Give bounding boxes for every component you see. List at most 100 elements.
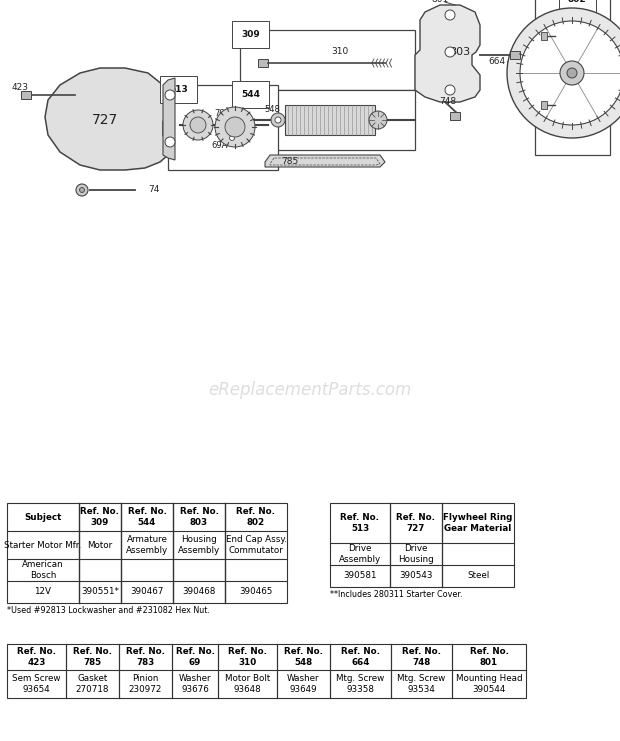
Text: 803: 803 <box>450 47 471 57</box>
Text: End Cap Assy.
Commutator: End Cap Assy. Commutator <box>226 535 286 555</box>
Text: 802: 802 <box>568 0 587 4</box>
Circle shape <box>190 117 206 133</box>
Text: Housing
Assembly: Housing Assembly <box>178 535 220 555</box>
Text: eReplacementParts.com: eReplacementParts.com <box>208 381 412 399</box>
Text: 423: 423 <box>12 84 29 93</box>
Circle shape <box>445 85 455 95</box>
Text: Ref. No.
513: Ref. No. 513 <box>340 514 379 533</box>
Circle shape <box>445 47 455 57</box>
Text: 801: 801 <box>432 0 449 4</box>
Text: Sem Screw
93654: Sem Screw 93654 <box>12 674 61 694</box>
Circle shape <box>229 121 235 127</box>
Text: Mtg. Screw
93358: Mtg. Screw 93358 <box>337 674 384 694</box>
Text: 548: 548 <box>264 105 280 115</box>
Text: 74: 74 <box>148 185 159 194</box>
Polygon shape <box>45 68 168 170</box>
Text: 390581: 390581 <box>343 571 377 580</box>
Polygon shape <box>415 5 480 102</box>
Circle shape <box>225 117 245 137</box>
Bar <box>258 59 268 67</box>
Circle shape <box>567 68 577 78</box>
Text: Armature
Assembly: Armature Assembly <box>126 535 168 555</box>
Text: 785: 785 <box>281 156 299 165</box>
Circle shape <box>229 136 234 141</box>
Text: American
Bosch: American Bosch <box>22 560 64 579</box>
Bar <box>330 503 514 587</box>
Circle shape <box>226 132 238 144</box>
Text: Gasket
270718: Gasket 270718 <box>76 674 109 694</box>
Circle shape <box>183 110 213 140</box>
Text: Starter Motor Mfr.: Starter Motor Mfr. <box>4 540 82 550</box>
Bar <box>541 32 547 40</box>
Bar <box>450 112 460 120</box>
Text: **Includes 280311 Starter Cover.: **Includes 280311 Starter Cover. <box>330 590 463 599</box>
Text: Ref. No.
544: Ref. No. 544 <box>128 508 167 527</box>
Text: 664: 664 <box>489 58 505 67</box>
Text: Ref. No.
423: Ref. No. 423 <box>17 648 56 667</box>
Bar <box>7 644 526 698</box>
Text: Steel: Steel <box>467 571 489 580</box>
Text: *Used #92813 Lockwasher and #231082 Hex Nut.: *Used #92813 Lockwasher and #231082 Hex … <box>7 606 210 615</box>
Text: 390551*: 390551* <box>81 588 119 597</box>
Text: Ref. No.
309: Ref. No. 309 <box>81 508 120 527</box>
Text: Ref. No.
803: Ref. No. 803 <box>180 508 218 527</box>
Text: 544: 544 <box>241 90 260 99</box>
Text: Ref. No.
727: Ref. No. 727 <box>397 514 435 533</box>
Polygon shape <box>163 78 175 160</box>
Circle shape <box>215 107 255 147</box>
Polygon shape <box>265 155 385 167</box>
Bar <box>510 51 520 59</box>
Text: 390465: 390465 <box>239 588 273 597</box>
Bar <box>7 503 287 603</box>
Circle shape <box>445 10 455 20</box>
Text: Mtg. Screw
93534: Mtg. Screw 93534 <box>397 674 446 694</box>
Text: Ref. No.
785: Ref. No. 785 <box>73 648 112 667</box>
Text: Pinion
230972: Pinion 230972 <box>129 674 162 694</box>
Text: Ref. No.
783: Ref. No. 783 <box>126 648 165 667</box>
Bar <box>240 90 415 150</box>
Text: Washer
93676: Washer 93676 <box>179 674 211 694</box>
Text: 783: 783 <box>214 108 230 118</box>
Bar <box>240 30 415 90</box>
Circle shape <box>520 21 620 125</box>
Text: Subject: Subject <box>24 513 61 522</box>
Text: Flywheel Ring
Gear Material: Flywheel Ring Gear Material <box>443 514 513 533</box>
Text: Ref. No.
802: Ref. No. 802 <box>236 508 275 527</box>
Text: Washer
93649: Washer 93649 <box>287 674 320 694</box>
Text: 513: 513 <box>169 85 188 94</box>
Text: 189: 189 <box>507 62 524 70</box>
Circle shape <box>165 90 175 100</box>
Text: Ref. No.
748: Ref. No. 748 <box>402 648 441 667</box>
Text: 390543: 390543 <box>399 571 433 580</box>
Text: Mounting Head
390544: Mounting Head 390544 <box>456 674 522 694</box>
Text: 309: 309 <box>241 30 260 39</box>
Bar <box>541 101 547 109</box>
Text: 727: 727 <box>92 113 118 127</box>
Text: Ref. No.
664: Ref. No. 664 <box>341 648 380 667</box>
Circle shape <box>507 8 620 138</box>
Bar <box>168 85 278 170</box>
Text: Ref. No.
801: Ref. No. 801 <box>469 648 508 667</box>
Circle shape <box>271 113 285 127</box>
Text: Ref. No.
548: Ref. No. 548 <box>284 648 323 667</box>
Circle shape <box>369 111 387 129</box>
Text: Motor Bolt
93648: Motor Bolt 93648 <box>225 674 270 694</box>
Circle shape <box>560 61 584 85</box>
Text: Ref. No.
69: Ref. No. 69 <box>175 648 215 667</box>
Text: 748: 748 <box>440 98 456 107</box>
Text: 69A: 69A <box>212 141 228 150</box>
Text: 390467: 390467 <box>130 588 164 597</box>
Text: 12V: 12V <box>35 588 51 597</box>
Text: 310: 310 <box>331 47 348 56</box>
Circle shape <box>79 187 84 193</box>
Text: Drive
Assembly: Drive Assembly <box>339 545 381 564</box>
Text: 390468: 390468 <box>182 588 216 597</box>
Text: Drive
Housing: Drive Housing <box>398 545 434 564</box>
Circle shape <box>275 117 281 123</box>
Circle shape <box>76 184 88 196</box>
Circle shape <box>165 137 175 147</box>
Text: Motor: Motor <box>87 540 113 550</box>
Bar <box>21 91 31 99</box>
Bar <box>285 105 375 135</box>
Text: Ref. No.
310: Ref. No. 310 <box>228 648 267 667</box>
